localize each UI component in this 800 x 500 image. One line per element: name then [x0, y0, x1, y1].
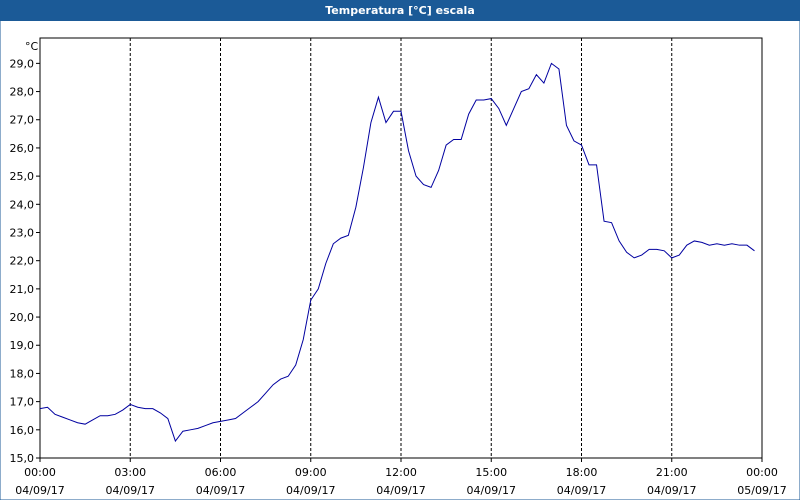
y-unit-label: °C: [25, 40, 39, 53]
y-tick-label: 25,0: [10, 170, 35, 183]
x-tick-date: 05/09/17: [737, 484, 786, 497]
x-tick-label: 00:00: [24, 466, 56, 479]
x-tick-date: 04/09/17: [15, 484, 64, 497]
x-tick-date: 04/09/17: [557, 484, 606, 497]
x-tick-date: 04/09/17: [376, 484, 425, 497]
y-tick-label: 19,0: [10, 339, 35, 352]
y-tick-label: 21,0: [10, 283, 35, 296]
y-tick-label: 28,0: [10, 86, 35, 99]
y-tick-label: 23,0: [10, 226, 35, 239]
y-tick-label: 18,0: [10, 367, 35, 380]
chart-title: Temperatura [°C] escala: [325, 4, 475, 17]
x-tick-label: 21:00: [656, 466, 688, 479]
y-tick-label: 26,0: [10, 142, 35, 155]
y-tick-label: 22,0: [10, 255, 35, 268]
y-tick-label: 15,0: [10, 452, 35, 465]
x-tick-label: 15:00: [475, 466, 507, 479]
x-tick-label: 00:00: [746, 466, 778, 479]
x-tick-date: 04/09/17: [196, 484, 245, 497]
y-tick-label: 29,0: [10, 57, 35, 70]
data-line: [39, 62, 755, 443]
x-tick-label: 18:00: [566, 466, 598, 479]
x-tick-date: 04/09/17: [106, 484, 155, 497]
x-tick-label: 12:00: [385, 466, 417, 479]
x-tick-label: 06:00: [205, 466, 237, 479]
x-tick-label: 03:00: [114, 466, 146, 479]
title-bar: [0, 0, 800, 21]
y-tick-label: 27,0: [10, 114, 35, 127]
y-tick-label: 16,0: [10, 424, 35, 437]
y-tick-label: 20,0: [10, 311, 35, 324]
x-tick-date: 04/09/17: [647, 484, 696, 497]
y-tick-label: 24,0: [10, 198, 35, 211]
y-tick-label: 17,0: [10, 396, 35, 409]
x-tick-date: 04/09/17: [286, 484, 335, 497]
x-tick-date: 04/09/17: [467, 484, 516, 497]
x-tick-label: 09:00: [295, 466, 327, 479]
